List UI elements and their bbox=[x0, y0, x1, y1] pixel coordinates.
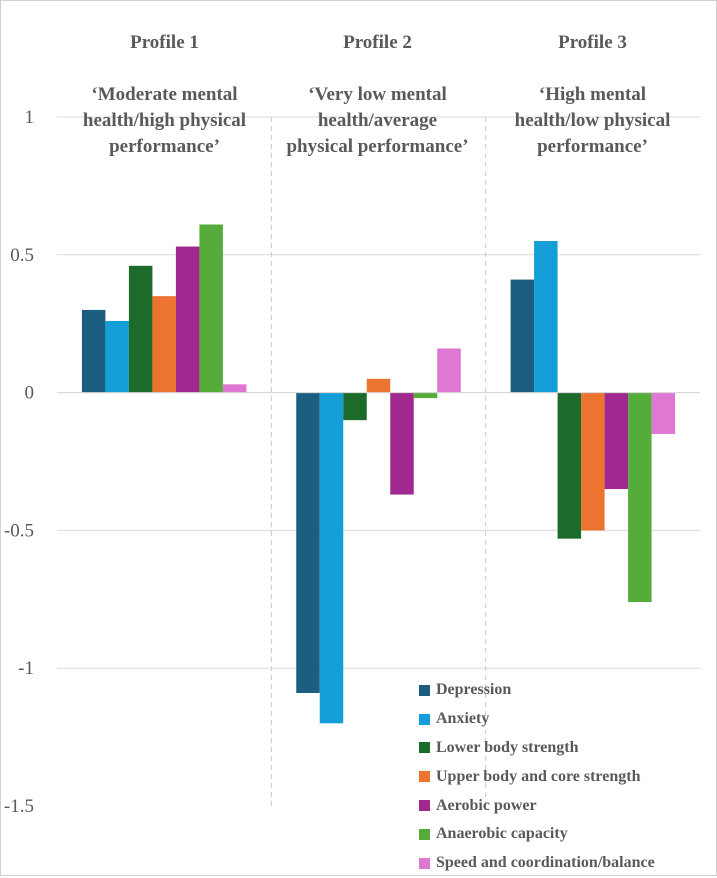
bar-profile-3-anxiety bbox=[534, 241, 558, 393]
bar-profile-3-aerobic-power bbox=[604, 392, 629, 490]
bar-profile-1-anxiety bbox=[105, 320, 129, 393]
legend-item-anaerobic-capacity: Anaerobic capacity bbox=[419, 820, 655, 849]
bar-profile-2-anaerobic-capacity bbox=[413, 392, 438, 399]
bar-profile-3-upper-body-and-core-strength bbox=[581, 392, 605, 531]
profile-3-subtitle: ‘High mental health/low physical perform… bbox=[514, 84, 671, 157]
legend-label-speed-coordination-balance: Speed and coordination/balance bbox=[436, 854, 655, 872]
y-tick-label: -1 bbox=[18, 658, 34, 679]
profile-dividers bbox=[270, 117, 487, 806]
legend-swatch-upper-body-core-strength bbox=[419, 771, 430, 783]
profile-1-title: Profile 1 bbox=[130, 32, 199, 53]
legend-label-anxiety: Anxiety bbox=[436, 710, 490, 728]
profile-2-title: Profile 2 bbox=[343, 32, 412, 53]
legend-label-upper-body-core-strength: Upper body and core strength bbox=[436, 767, 641, 785]
bar-profile-2-aerobic-power bbox=[390, 392, 414, 495]
legend: Depression Anxiety Lower body strength U… bbox=[419, 676, 655, 878]
legend-item-speed-coordination-balance: Speed and coordination/balance bbox=[419, 849, 655, 878]
legend-swatch-anaerobic-capacity bbox=[419, 828, 430, 840]
profile-2-header: Profile 2 ‘Very low mental health/averag… bbox=[270, 4, 485, 160]
legend-label-lower-body-strength: Lower body strength bbox=[436, 738, 579, 756]
bar-profile-3-depression bbox=[510, 279, 535, 393]
y-tick-label: -1.5 bbox=[4, 796, 34, 817]
legend-item-aerobic-power: Aerobic power bbox=[419, 791, 655, 820]
bar-profile-1-aerobic-power bbox=[175, 246, 200, 393]
bar-profile-2-anxiety bbox=[319, 392, 344, 724]
legend-swatch-speed-coordination-balance bbox=[419, 857, 430, 869]
bars bbox=[57, 224, 700, 724]
legend-swatch-aerobic-power bbox=[419, 800, 430, 812]
y-tick-label: 0.5 bbox=[10, 245, 34, 266]
profile-3-title: Profile 3 bbox=[558, 32, 627, 53]
profile-2-subtitle: ‘Very low mental health/average physical… bbox=[286, 84, 469, 157]
y-tick-label: -0.5 bbox=[4, 520, 34, 541]
legend-swatch-depression bbox=[419, 684, 430, 696]
legend-swatch-anxiety bbox=[419, 713, 430, 725]
legend-item-lower-body-strength: Lower body strength bbox=[419, 734, 655, 763]
legend-label-aerobic-power: Aerobic power bbox=[436, 796, 537, 814]
legend-item-depression: Depression bbox=[419, 676, 655, 705]
y-axis-ticks: 1 0.5 0 -0.5 -1 -1.5 bbox=[4, 107, 34, 817]
bar-profile-3-anaerobic-capacity bbox=[628, 392, 652, 603]
bar-profile-1-lower-body-strength bbox=[128, 265, 153, 393]
y-tick-label: 1 bbox=[25, 107, 35, 128]
profile-3-header: Profile 3 ‘High mental health/low physic… bbox=[485, 4, 700, 160]
bar-profile-1-speed-and-coordination-balance bbox=[222, 384, 247, 393]
bar-profile-2-upper-body-and-core-strength bbox=[366, 378, 391, 393]
profile-1-subtitle: ‘Moderate mental health/high physical pe… bbox=[82, 84, 247, 157]
bar-profile-3-lower-body-strength bbox=[557, 392, 582, 539]
bar-profile-2-speed-and-coordination-balance bbox=[437, 348, 461, 393]
y-tick-label: 0 bbox=[25, 383, 35, 404]
bar-profile-1-depression bbox=[81, 309, 106, 393]
legend-label-depression: Depression bbox=[436, 681, 512, 699]
legend-label-anaerobic-capacity: Anaerobic capacity bbox=[436, 825, 568, 843]
legend-item-upper-body-core-strength: Upper body and core strength bbox=[419, 762, 655, 791]
legend-swatch-lower-body-strength bbox=[419, 742, 430, 754]
legend-item-anxiety: Anxiety bbox=[419, 705, 655, 734]
profile-1-header: Profile 1 ‘Moderate mental health/high p… bbox=[57, 4, 272, 160]
bar-profile-3-speed-and-coordination-balance bbox=[651, 392, 676, 434]
bar-profile-2-depression bbox=[296, 392, 320, 694]
bar-profile-2-lower-body-strength bbox=[343, 392, 367, 421]
bar-profile-1-anaerobic-capacity bbox=[199, 224, 223, 393]
bar-profile-1-upper-body-and-core-strength bbox=[152, 296, 176, 393]
